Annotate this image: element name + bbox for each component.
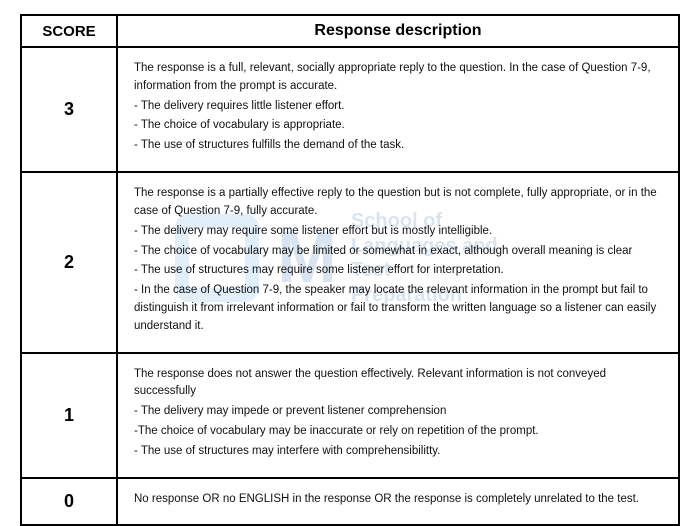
desc-line: - The use of structures fulfills the dem…	[134, 137, 662, 155]
desc-line: The response does not answer the questio…	[134, 366, 662, 402]
desc-line: - The delivery may impede or prevent lis…	[134, 403, 662, 421]
description-cell: The response does not answer the questio…	[117, 353, 679, 478]
score-value: 2	[21, 172, 117, 353]
description-cell: The response is a full, relevant, social…	[117, 47, 679, 172]
header-score: SCORE	[21, 15, 117, 47]
table-row: 2 The response is a partially effective …	[21, 172, 679, 353]
table-header-row: SCORE Response description	[21, 15, 679, 47]
desc-line: - The use of structures may require some…	[134, 262, 662, 280]
table-row: 0 No response OR no ENGLISH in the respo…	[21, 478, 679, 526]
rubric-table: SCORE Response description 3 The respons…	[20, 14, 680, 526]
score-value: 0	[21, 478, 117, 526]
table-row: 3 The response is a full, relevant, soci…	[21, 47, 679, 172]
description-cell: The response is a partially effective re…	[117, 172, 679, 353]
desc-line: The response is a partially effective re…	[134, 185, 662, 221]
desc-line: - The delivery may require some listener…	[134, 223, 662, 241]
score-value: 3	[21, 47, 117, 172]
score-value: 1	[21, 353, 117, 478]
desc-line: -The choice of vocabulary may be inaccur…	[134, 423, 662, 441]
desc-line: - The use of structures may interfere wi…	[134, 443, 662, 461]
header-description: Response description	[117, 15, 679, 47]
desc-line: - The choice of vocabulary may be limite…	[134, 243, 662, 261]
table-row: 1 The response does not answer the quest…	[21, 353, 679, 478]
desc-line: No response OR no ENGLISH in the respons…	[134, 491, 662, 509]
desc-line: - The delivery requires little listener …	[134, 98, 662, 116]
desc-line: - The choice of vocabulary is appropriat…	[134, 117, 662, 135]
desc-line: - In the case of Question 7-9, the speak…	[134, 282, 662, 335]
description-cell: No response OR no ENGLISH in the respons…	[117, 478, 679, 526]
desc-line: The response is a full, relevant, social…	[134, 60, 662, 96]
